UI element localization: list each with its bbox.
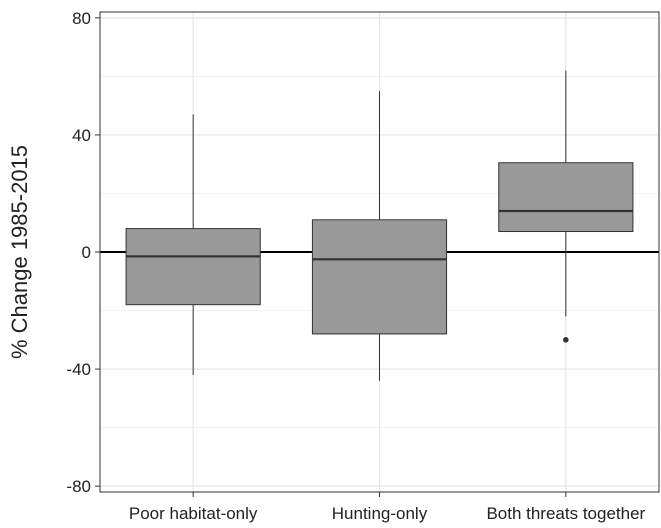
x-tick-label: Poor habitat-only: [129, 504, 258, 523]
box-group: [311, 91, 448, 381]
y-tick-label: 0: [82, 243, 91, 262]
y-tick-label: -80: [66, 477, 91, 496]
outlier-point: [563, 337, 569, 343]
box-group: [125, 114, 261, 375]
boxes-layer: [125, 70, 634, 381]
x-tick-label: Both threats together: [486, 504, 645, 523]
iqr-box: [311, 219, 448, 335]
x-tick-label: Hunting-only: [332, 504, 428, 523]
axes-layer: 80 40 0 -40 -80 Poor habitat-only Hunting-only…: [66, 9, 645, 523]
iqr-box: [125, 228, 261, 306]
iqr-box: [498, 162, 634, 233]
y-axis-label: % Change 1985-2015: [7, 145, 32, 359]
y-tick-label: 80: [72, 9, 91, 28]
y-tick-label: -40: [66, 360, 91, 379]
box-group: [498, 70, 634, 343]
y-tick-label: 40: [72, 126, 91, 145]
